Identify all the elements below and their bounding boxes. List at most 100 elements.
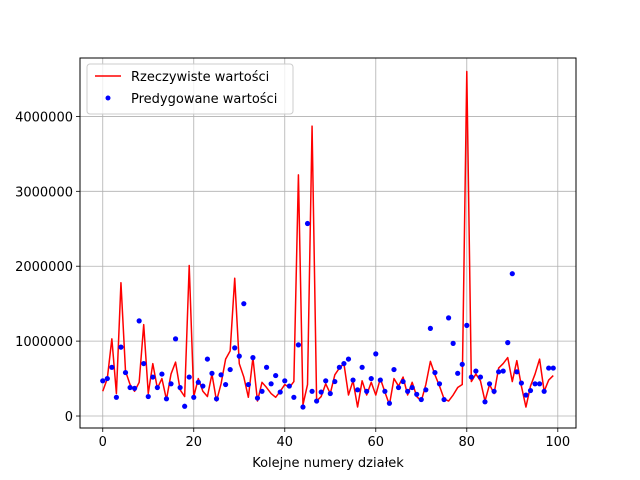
grid-layer [80, 58, 576, 428]
predicted-point [277, 389, 283, 395]
predicted-point [432, 369, 438, 376]
predicted-point [141, 360, 147, 367]
predicted-point [341, 360, 347, 367]
predicted-point [172, 336, 179, 342]
predicted-point [273, 372, 279, 379]
predicted-point [455, 370, 461, 376]
y-tick-label: 3000000 [15, 185, 73, 200]
predicted-point [514, 369, 520, 375]
predicted-point [436, 381, 443, 387]
predicted-point [113, 394, 119, 400]
predicted-point [259, 388, 265, 394]
predicted-point [368, 375, 374, 382]
predicted-point [382, 388, 388, 394]
predicted-point [459, 361, 465, 367]
predicted-point [518, 380, 524, 386]
predicted-point [364, 388, 370, 394]
y-tick-label: 0 [65, 410, 73, 425]
x-tick-label: 40 [276, 435, 293, 450]
predicted-point [209, 370, 215, 376]
predicted-point [300, 404, 306, 410]
predicted-point [127, 384, 133, 391]
tick-layer: 0 20 40 60 80 100 0 1000000 2000000 3000000 400000… [15, 110, 570, 450]
legend-label-predicted: Predygowane wartości [131, 92, 277, 107]
y-tick-label: 2000000 [15, 260, 73, 275]
plot-frame [79, 57, 577, 429]
legend-label-actual: Rzeczywiste wartości [131, 70, 269, 85]
x-tick-label: 0 [99, 435, 107, 450]
predicted-point [291, 394, 297, 400]
predicted-point [491, 388, 497, 394]
predicted-point [282, 378, 288, 384]
predicted-point [286, 383, 292, 389]
predicted-point [500, 368, 506, 374]
predicted-point [236, 353, 242, 359]
y-tick-label: 1000000 [15, 335, 73, 350]
predicted-point [241, 301, 247, 307]
predicted-point [505, 340, 511, 346]
predicted-point [354, 387, 361, 393]
predicted-point [122, 369, 129, 376]
predicted-point [159, 371, 165, 377]
predicted-point [464, 322, 470, 328]
predicted-point [323, 378, 329, 384]
predicted-point [232, 345, 238, 351]
predicted-point [327, 390, 333, 397]
predicted-point [541, 388, 547, 394]
predicted-point [486, 381, 493, 387]
predicted-point [223, 381, 229, 388]
predicted-point [405, 388, 411, 394]
predicted-point [314, 398, 320, 404]
x-tick-label: 80 [459, 435, 476, 450]
predicted-point [445, 315, 452, 321]
predicted-point [441, 396, 447, 403]
predicted-point [268, 381, 274, 387]
predicted-point [414, 391, 420, 397]
predicted-point [254, 395, 261, 401]
predicted-point [496, 369, 502, 375]
predicted-point [150, 374, 156, 380]
predicted-point [427, 325, 433, 331]
predicted-point [104, 375, 110, 382]
predicted-point [332, 378, 338, 385]
predicted-point [218, 372, 224, 378]
predicted-point [482, 399, 488, 405]
predicted-point [136, 318, 142, 324]
predicted-point [345, 356, 352, 362]
predicted-point [473, 368, 479, 374]
predicted-point [477, 374, 484, 380]
predicted-point [213, 396, 220, 402]
predicted-point [100, 378, 106, 384]
predicted-point [200, 383, 206, 389]
y-tick-label: 4000000 [15, 110, 73, 125]
predicted-point [250, 355, 256, 361]
predicted-point [509, 271, 515, 277]
predicted-point [350, 377, 356, 383]
predicted-point [373, 351, 379, 357]
predicted-point [195, 379, 201, 385]
predicted-point [168, 381, 174, 387]
predicted-point [204, 356, 211, 362]
predicted-point [532, 381, 538, 387]
predicted-point [263, 364, 270, 370]
predicted-point [186, 374, 192, 380]
series-layer [100, 70, 556, 410]
predicted-point [527, 387, 534, 394]
predicted-point [182, 403, 188, 409]
predicted-point [191, 394, 197, 400]
predicted-point [177, 384, 183, 391]
x-tick-label: 20 [185, 435, 202, 450]
predicted-point [418, 396, 424, 403]
predicted-point [550, 365, 556, 371]
predicted-point [450, 340, 456, 346]
predicted-point [359, 364, 365, 370]
predicted-point [318, 389, 324, 395]
predicted-point [546, 365, 552, 371]
predicted-point [227, 366, 233, 373]
predicted-point [132, 385, 138, 391]
predicted-point [523, 392, 529, 398]
predicted-point [118, 344, 124, 350]
predicted-point [423, 387, 429, 393]
predicted-point [245, 381, 251, 388]
